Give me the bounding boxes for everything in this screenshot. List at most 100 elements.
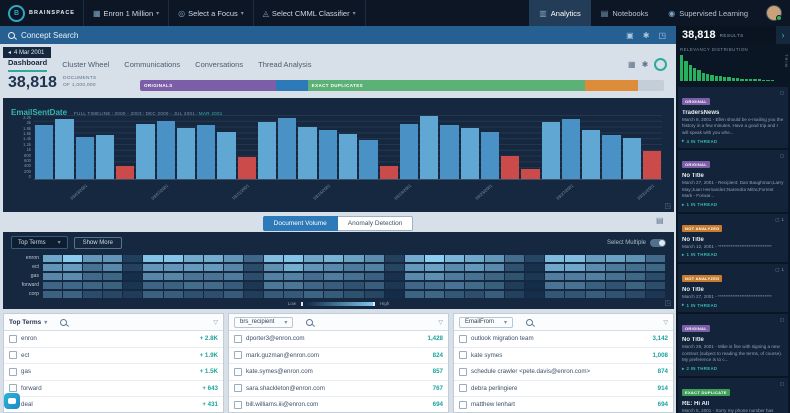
table-row[interactable]: dporter3@enron.com 1,428	[229, 331, 448, 348]
heatmap-cell[interactable]	[203, 272, 223, 280]
table-row[interactable]: gas + 1.5K	[4, 364, 223, 381]
bookmark-icon[interactable]: ▣	[626, 30, 634, 40]
heatmap-cell[interactable]	[324, 290, 344, 298]
heatmap-cell[interactable]	[143, 290, 163, 298]
topbar-menu-select-a-focus[interactable]: ◎ Select a Focus ▾	[169, 0, 254, 26]
timeline-bar-slot[interactable]	[439, 115, 459, 179]
row-checkbox[interactable]	[234, 334, 242, 343]
volume-bar[interactable]	[622, 138, 641, 179]
tab-conversations[interactable]: Conversations	[195, 60, 244, 69]
heatmap-cell[interactable]	[384, 290, 404, 298]
volume-bar[interactable]	[420, 116, 439, 179]
thread-link[interactable]: ▸ 1 IN THREAD	[682, 202, 784, 208]
heatmap-cell[interactable]	[284, 272, 304, 280]
heatmap-cell[interactable]	[143, 272, 163, 280]
timeline-bar-slot[interactable]	[581, 115, 601, 179]
heatmap-cell[interactable]	[183, 263, 203, 271]
table-row[interactable]: enron + 2.8K	[4, 331, 223, 348]
volume-bar[interactable]	[136, 123, 155, 179]
nav-supervised-learning[interactable]: ◉ Supervised Learning	[658, 0, 758, 26]
heatmap-cell[interactable]	[384, 254, 404, 262]
volume-bar[interactable]	[460, 128, 479, 179]
heatmap-cell[interactable]	[123, 263, 143, 271]
heatmap-cell[interactable]	[464, 290, 485, 298]
heatmap-cell[interactable]	[605, 290, 625, 298]
heatmap-cell[interactable]	[223, 281, 243, 289]
distribution-bar[interactable]: ORIGINALS EXACT DUPLICATES	[140, 80, 664, 91]
heatmap-cell[interactable]	[203, 281, 223, 289]
expand-icon[interactable]: ◳	[658, 30, 666, 40]
heatmap-cell[interactable]	[505, 272, 525, 280]
heatmap-cell[interactable]	[83, 281, 103, 289]
row-checkbox[interactable]	[234, 384, 242, 393]
volume-bar[interactable]	[55, 119, 74, 179]
tab-thread-analysis[interactable]: Thread Analysis	[258, 60, 312, 69]
document-title[interactable]: No Title	[682, 173, 704, 180]
volume-bar[interactable]	[197, 125, 216, 179]
heatmap-cell[interactable]	[424, 290, 444, 298]
timeline-bar-slot[interactable]	[338, 115, 358, 179]
row-checkbox[interactable]	[9, 351, 17, 360]
heatmap-cell[interactable]	[304, 263, 324, 271]
heatmap-cell[interactable]	[83, 272, 103, 280]
heatmap-cell[interactable]	[525, 272, 545, 280]
layers-icon[interactable]: ▤	[656, 216, 664, 225]
heatmap-cell[interactable]	[264, 254, 284, 262]
table-row[interactable]: sara.shackleton@enron.com 767	[229, 381, 448, 397]
heatmap-cell[interactable]	[344, 272, 364, 280]
volume-bar[interactable]	[359, 139, 378, 179]
heatmap-cell[interactable]	[404, 281, 424, 289]
heatmap-cell[interactable]	[645, 272, 665, 280]
timeline-bar-slot[interactable]	[419, 115, 439, 179]
heatmap-cell[interactable]	[384, 281, 404, 289]
anomaly-bar[interactable]	[379, 165, 398, 179]
distribution-segment-4[interactable]	[585, 80, 638, 91]
heatmap-cell[interactable]	[625, 263, 645, 271]
heatmap-cell[interactable]	[324, 272, 344, 280]
settings-icon[interactable]: ✱	[642, 30, 650, 40]
timeline-breadcrumb[interactable]: 2000 - 2003	[114, 111, 142, 116]
heatmap-cell[interactable]	[625, 254, 645, 262]
heatmap-cell[interactable]	[444, 263, 464, 271]
date-tag[interactable]: ◂ 4 Mar 2001	[3, 47, 52, 58]
timeline-bar-slot[interactable]	[601, 115, 621, 179]
heatmap-cell[interactable]	[284, 281, 304, 289]
timeline-bar-slot[interactable]	[34, 115, 54, 179]
heatmap-cell[interactable]	[83, 263, 103, 271]
volume-bar[interactable]	[257, 122, 277, 179]
anomaly-bar[interactable]	[642, 151, 662, 179]
heatmap-cell[interactable]	[163, 272, 183, 280]
row-checkbox[interactable]	[459, 400, 467, 409]
heatmap-cell[interactable]	[203, 290, 223, 298]
heatmap-cell[interactable]	[525, 281, 545, 289]
heatmap-cell[interactable]	[404, 254, 424, 262]
heatmap-cell[interactable]	[103, 272, 123, 280]
heatmap-cell[interactable]	[505, 281, 525, 289]
row-checkbox[interactable]	[459, 367, 467, 376]
heatmap-cell[interactable]	[485, 254, 505, 262]
thread-link[interactable]: ▸ 1 IN THREAD	[682, 302, 784, 308]
tab-communications[interactable]: Communications	[124, 60, 181, 69]
heatmap-cell[interactable]	[223, 254, 243, 262]
heatmap-cell[interactable]	[404, 272, 424, 280]
heatmap-cell[interactable]	[364, 272, 384, 280]
heatmap-cell[interactable]	[324, 281, 344, 289]
anomaly-bar[interactable]	[521, 168, 540, 179]
heatmap-cell[interactable]	[264, 290, 284, 298]
heatmap-cell[interactable]	[364, 254, 384, 262]
nav-analytics[interactable]: ▥ Analytics	[529, 0, 591, 26]
document-card[interactable]: NOT ANALYZED ▢ 1 No Title March 12, 2001 - *…	[678, 213, 788, 262]
heatmap-cell[interactable]	[585, 272, 605, 280]
filter-icon[interactable]: ▽	[438, 319, 443, 326]
volume-bar[interactable]	[298, 126, 317, 179]
timeline-bar-slot[interactable]	[520, 115, 540, 179]
distribution-segment-5[interactable]	[637, 80, 664, 91]
table-row[interactable]: kate symes 1,008	[454, 348, 673, 364]
heatmap-cell[interactable]	[183, 281, 203, 289]
timeline-bar-slot[interactable]	[318, 115, 338, 179]
heatmap-cell[interactable]	[83, 290, 103, 298]
heatmap-cell[interactable]	[63, 263, 83, 271]
volume-bar[interactable]	[440, 125, 459, 179]
volume-bar[interactable]	[217, 132, 236, 179]
heatmap-cell[interactable]	[464, 272, 485, 280]
